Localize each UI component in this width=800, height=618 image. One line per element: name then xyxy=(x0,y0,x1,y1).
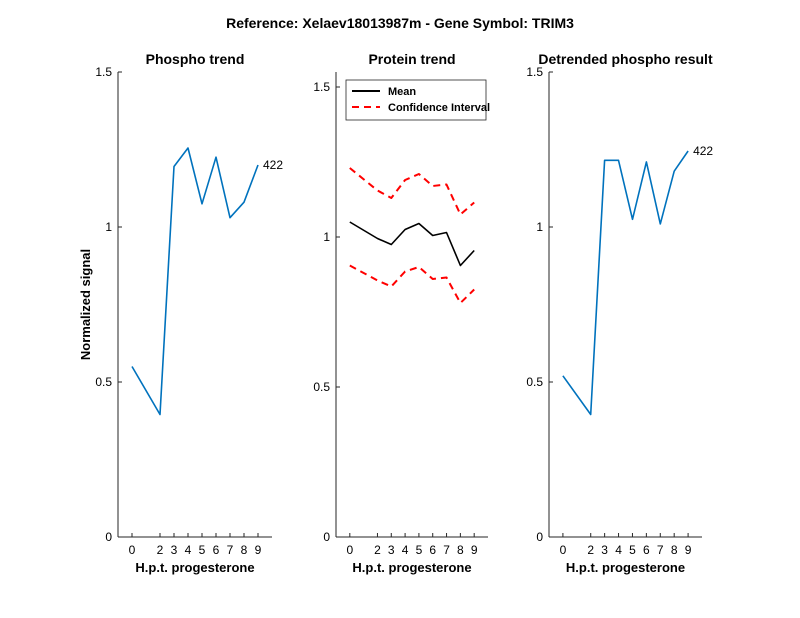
series-line-0 xyxy=(131,147,259,416)
legend-label: Mean xyxy=(388,86,416,98)
legend-box xyxy=(345,79,487,121)
x-tick-label: 8 xyxy=(671,543,678,557)
x-axis-label: H.p.t. progesterone xyxy=(566,560,685,575)
x-tick-label: 6 xyxy=(429,543,436,557)
panel-title: Detrended phospho result xyxy=(538,51,713,67)
series-end-label: 422 xyxy=(263,158,283,172)
y-tick-label: 0 xyxy=(105,530,112,544)
x-tick-label: 7 xyxy=(227,543,234,557)
x-tick-label: 6 xyxy=(643,543,650,557)
y-tick-label: 0.5 xyxy=(313,380,330,394)
series-line-0 xyxy=(349,221,475,267)
panel-title: Phospho trend xyxy=(146,51,245,67)
x-tick-label: 5 xyxy=(629,543,636,557)
x-tick-label: 9 xyxy=(255,543,262,557)
y-tick-label: 1 xyxy=(323,230,330,244)
x-tick-label: 8 xyxy=(241,543,248,557)
y-tick-label: 0.5 xyxy=(526,375,543,389)
x-axis-label: H.p.t. progesterone xyxy=(352,560,471,575)
x-tick-label: 3 xyxy=(171,543,178,557)
y-axis-label: Normalized signal xyxy=(78,249,93,360)
x-tick-label: 4 xyxy=(185,543,192,557)
x-tick-label: 8 xyxy=(457,543,464,557)
protein-trend-panel: 0 0.5 1 1.5 0 2 3 4 5 6 7 8 9 Protein trend H.p.t. pro… xyxy=(313,51,490,575)
x-tick-label: 7 xyxy=(657,543,664,557)
x-axis-label: H.p.t. progesterone xyxy=(135,560,254,575)
panel-title: Protein trend xyxy=(368,51,455,67)
x-tick-label: 4 xyxy=(615,543,622,557)
series-line-1 xyxy=(349,167,475,216)
legend-label: Confidence Interval xyxy=(388,102,490,114)
phospho-trend-panel: 0 0.5 1 1.5 0 2 3 4 5 6 7 8 9 Phospho trend H.p.t. pro… xyxy=(78,51,283,575)
x-tick-label: 5 xyxy=(199,543,206,557)
x-tick-label: 2 xyxy=(587,543,594,557)
x-tick-label: 3 xyxy=(388,543,395,557)
x-tick-label: 4 xyxy=(402,543,409,557)
y-tick-label: 1.5 xyxy=(526,65,543,79)
y-tick-label: 1.5 xyxy=(313,80,330,94)
x-tick-label: 0 xyxy=(129,543,136,557)
x-tick-label: 5 xyxy=(416,543,423,557)
y-tick-label: 1 xyxy=(105,220,112,234)
y-tick-label: 0 xyxy=(323,530,330,544)
x-tick-label: 3 xyxy=(601,543,608,557)
y-tick-label: 0 xyxy=(536,530,543,544)
detrended-phospho-panel: 0 0.5 1 1.5 0 2 3 4 5 6 7 8 9 Detrended phospho resul… xyxy=(526,51,713,575)
y-tick-label: 0.5 xyxy=(95,375,112,389)
y-tick-label: 1 xyxy=(536,220,543,234)
x-tick-label: 6 xyxy=(213,543,220,557)
y-tick-label: 1.5 xyxy=(95,65,112,79)
x-tick-label: 9 xyxy=(685,543,692,557)
series-end-label: 422 xyxy=(693,144,713,158)
x-tick-label: 2 xyxy=(374,543,381,557)
x-tick-label: 0 xyxy=(346,543,353,557)
x-tick-label: 7 xyxy=(443,543,450,557)
x-tick-label: 0 xyxy=(560,543,567,557)
x-tick-label: 2 xyxy=(157,543,164,557)
x-tick-label: 9 xyxy=(471,543,478,557)
series-line-2 xyxy=(349,264,475,304)
series-line-0 xyxy=(562,150,689,416)
figure-title: Reference: Xelaev18013987m - Gene Symbol… xyxy=(226,15,574,31)
